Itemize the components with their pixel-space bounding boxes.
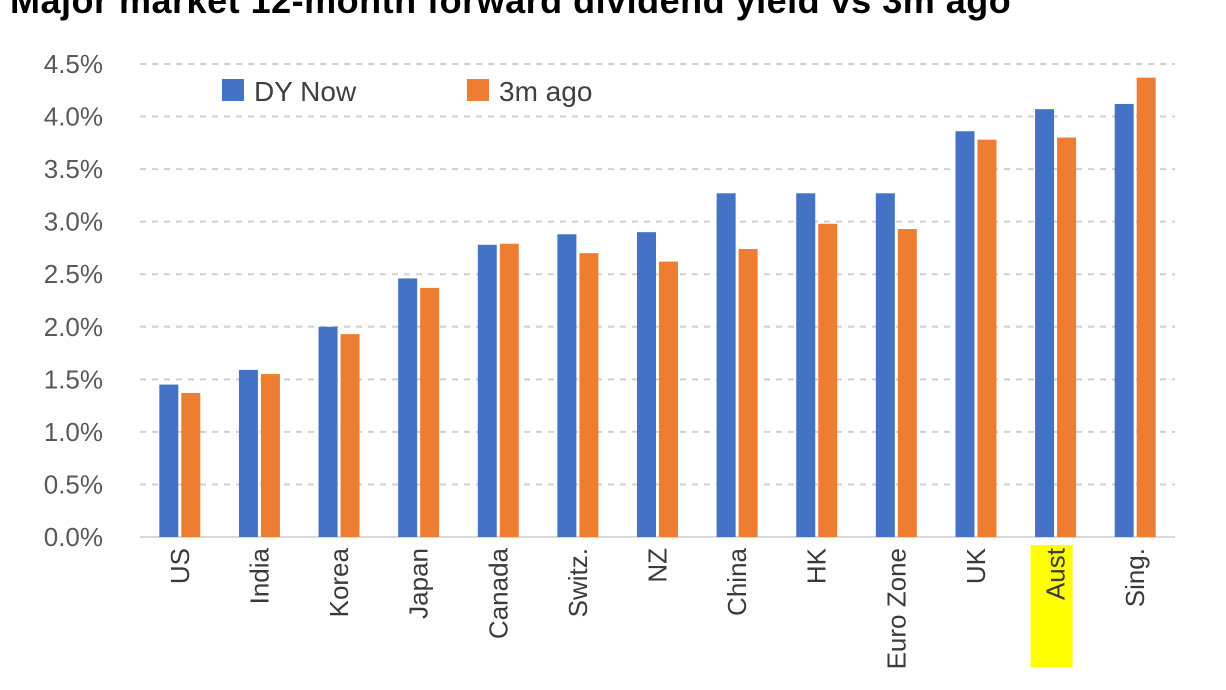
bar-dy-now-switz-: [557, 234, 577, 537]
x-category-label: Canada: [483, 547, 513, 639]
bar-3m-ago-uk: [977, 139, 997, 537]
bar-3m-ago-us: [181, 392, 201, 537]
bar-3m-ago-hk: [818, 223, 838, 537]
chart-title: Major market 12-month forward dividend y…: [10, 0, 1012, 21]
bar-3m-ago-aust: [1057, 137, 1077, 538]
x-category-label: Korea: [324, 547, 354, 617]
bar-3m-ago-canada: [499, 243, 519, 538]
y-tick-label: 2.0%: [44, 312, 103, 342]
bar-3m-ago-nz: [659, 261, 678, 537]
x-category-label: UK: [961, 547, 991, 584]
bar-3m-ago-china: [738, 248, 758, 538]
y-tick-label: 4.5%: [44, 49, 103, 79]
bar-dy-now-uk: [955, 131, 975, 537]
bar-3m-ago-korea: [340, 334, 360, 537]
legend-swatch: [467, 79, 489, 101]
x-category-label: US: [165, 548, 195, 584]
bar-dy-now-china: [716, 193, 736, 537]
bar-3m-ago-india: [260, 374, 280, 537]
x-category-label: Japan: [404, 548, 434, 619]
legend-label: 3m ago: [499, 76, 592, 107]
y-tick-label: 0.0%: [44, 522, 103, 552]
y-tick-label: 1.5%: [44, 364, 103, 394]
bar-dy-now-canada: [477, 244, 497, 537]
x-category-label: NZ: [643, 548, 673, 583]
y-tick-label: 2.5%: [44, 259, 103, 289]
bar-dy-now-hk: [796, 193, 816, 537]
x-category-label: India: [244, 547, 274, 604]
x-category-label: HK: [802, 547, 832, 584]
bar-dy-now-aust: [1035, 109, 1055, 537]
bar-dy-now-japan: [398, 278, 418, 537]
legend-swatch: [222, 79, 244, 101]
y-tick-label: 0.5%: [44, 469, 103, 499]
x-category-label: China: [722, 547, 752, 615]
bar-3m-ago-switz-: [579, 253, 599, 537]
bar-3m-ago-japan: [420, 287, 440, 537]
legend-label: DY Now: [254, 76, 357, 107]
x-category-label: Sing.: [1120, 548, 1150, 607]
bar-dy-now-sing-: [1114, 103, 1134, 537]
y-tick-label: 1.0%: [44, 417, 103, 447]
bar-3m-ago-euro-zone: [897, 229, 917, 537]
bar-dy-now-nz: [637, 232, 656, 537]
x-category-label: Switz.: [563, 548, 593, 617]
bar-dy-now-india: [238, 369, 258, 537]
bar-3m-ago-sing-: [1136, 77, 1156, 538]
x-category-label: Euro Zone: [881, 548, 911, 669]
y-tick-label: 3.5%: [44, 154, 103, 184]
x-category-label: Aust: [1041, 547, 1071, 600]
category-highlight: [1030, 545, 1073, 667]
y-tick-label: 3.0%: [44, 207, 103, 237]
bar-dy-now-korea: [318, 326, 338, 537]
y-tick-label: 4.0%: [44, 102, 103, 132]
bar-dy-now-euro-zone: [875, 193, 895, 537]
bar-dy-now-us: [159, 384, 179, 537]
